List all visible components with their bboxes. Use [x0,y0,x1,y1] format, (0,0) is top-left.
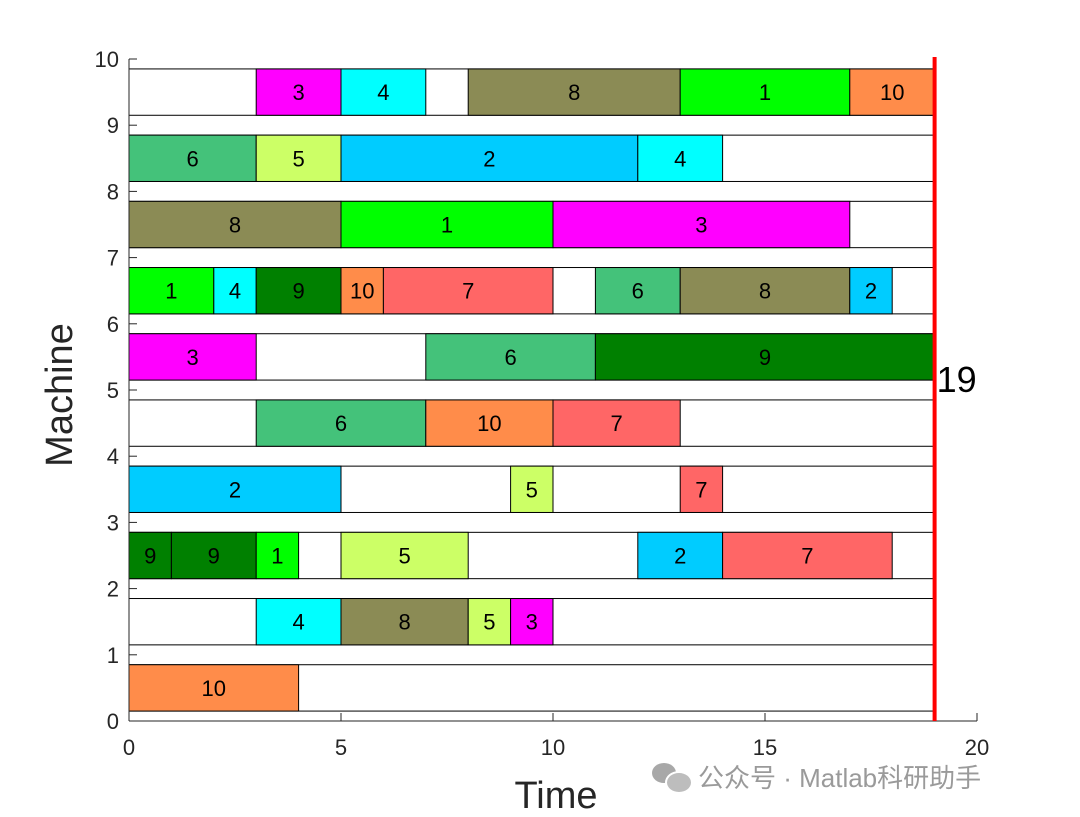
task-label-m3-1: 9 [144,544,156,569]
task-bar-m1-1 [128,664,300,712]
x-tick-label: 5 [335,735,347,760]
task-label-m6-3: 9 [759,345,771,370]
task-label-m8-1: 8 [229,213,241,238]
task-label-m3-3: 1 [271,544,283,569]
makespan-marker: 19 [932,57,977,721]
task-label-m10-4: 1 [759,80,771,105]
task-label-m5-2: 10 [477,411,501,436]
task-bar-m10-2 [340,68,427,116]
task-label-m10-2: 4 [377,80,389,105]
task-bar-m4-2 [510,465,554,513]
x-tick-label: 20 [965,735,989,760]
task-bar-m7-8 [849,267,893,315]
x-tick-label: 15 [753,735,777,760]
task-bar-m6-3 [594,333,936,381]
task-bar-m10-4 [679,68,851,116]
task-label-m9-2: 5 [292,146,304,171]
y-tick-label: 6 [107,312,119,337]
y-tick-label: 2 [107,577,119,602]
wechat-icon [652,761,693,794]
watermark: 公众号 · Matlab科研助手 [652,756,981,796]
task-bar-m5-3 [552,399,681,447]
watermark-text: 公众号 · Matlab科研助手 [698,762,982,793]
x-tick-label: 0 [123,735,135,760]
task-label-m2-3: 5 [483,610,495,635]
task-bar-m5-2 [425,399,554,447]
task-label-m7-5: 7 [462,279,474,304]
task-label-m4-3: 7 [695,477,707,502]
task-bar-m9-4 [637,134,724,182]
y-tick-label: 5 [107,378,119,403]
task-label-m1-1: 10 [202,676,226,701]
task-bar-m4-1 [128,465,342,513]
task-bar-m6-1 [128,333,257,381]
task-label-m7-6: 6 [632,279,644,304]
task-label-m3-4: 5 [398,544,410,569]
task-label-m6-2: 6 [504,345,516,370]
task-bar-m2-3 [467,598,512,646]
task-bar-m8-1 [128,200,342,249]
task-bar-m3-5 [637,531,724,580]
task-bar-m2-1 [255,598,342,646]
task-label-m9-3: 2 [483,146,495,171]
task-bar-m9-3 [340,134,639,182]
task-bar-m8-2 [340,200,554,249]
y-tick-label: 3 [107,510,119,535]
task-bar-m3-4 [340,531,469,580]
task-bar-m7-7 [679,267,851,315]
task-bar-m4-3 [679,465,724,513]
y-tick-label: 1 [107,643,119,668]
task-label-m8-3: 3 [695,213,707,238]
task-label-m2-2: 8 [398,610,410,635]
y-axis-title: Machine [39,323,81,467]
task-label-m10-1: 3 [292,80,304,105]
y-tick-label: 8 [107,179,119,204]
task-label-m4-2: 5 [526,477,538,502]
task-bar-m6-2 [425,333,596,381]
makespan-label: 19 [937,359,977,400]
task-bars: 10 4 8 5 3 9 9 1 5 2 7 2 5 7 6 10 7 3 6 9 1 4 9 10 7 6 8 2 8 1 3 6 5 2 4 3 4… [128,68,936,712]
y-tick-label: 10 [95,47,119,72]
task-label-m7-1: 1 [165,279,177,304]
task-label-m6-1: 3 [186,345,198,370]
x-axis-title: Time [514,775,597,817]
task-bar-m5-1 [255,399,427,447]
y-tick-label: 9 [107,113,119,138]
task-label-m5-3: 7 [610,411,622,436]
y-tick-label: 0 [107,709,119,734]
task-bar-m3-6 [722,531,893,580]
task-bar-m3-3 [255,531,300,580]
task-bar-m2-4 [510,598,554,646]
task-label-m3-5: 2 [674,544,686,569]
task-label-m9-1: 6 [186,146,198,171]
task-label-m2-1: 4 [292,610,304,635]
task-bar-m7-6 [594,267,681,315]
task-bar-m7-5 [382,267,554,315]
task-label-m8-2: 1 [441,213,453,238]
task-bar-m7-3 [255,267,342,315]
task-label-m7-4: 10 [350,279,374,304]
task-label-m7-2: 4 [229,279,241,304]
task-label-m9-4: 4 [674,146,686,171]
task-bar-m9-1 [128,134,257,182]
task-label-m10-3: 8 [568,80,580,105]
task-label-m7-3: 9 [292,279,304,304]
task-label-m2-4: 3 [526,610,538,635]
x-tick-label: 10 [541,735,565,760]
task-bar-m9-2 [255,134,342,182]
task-label-m4-1: 2 [229,477,241,502]
task-label-m3-6: 7 [801,544,813,569]
task-label-m7-8: 2 [865,279,877,304]
task-label-m3-2: 9 [208,544,220,569]
task-bar-m8-3 [552,200,851,249]
y-tick-label: 7 [107,246,119,271]
task-label-m7-7: 8 [759,279,771,304]
task-bar-m10-5 [849,68,936,116]
task-label-m5-1: 6 [335,411,347,436]
y-tick-label: 4 [107,444,119,469]
task-bar-m3-1 [128,531,172,580]
task-label-m10-5: 10 [880,80,904,105]
